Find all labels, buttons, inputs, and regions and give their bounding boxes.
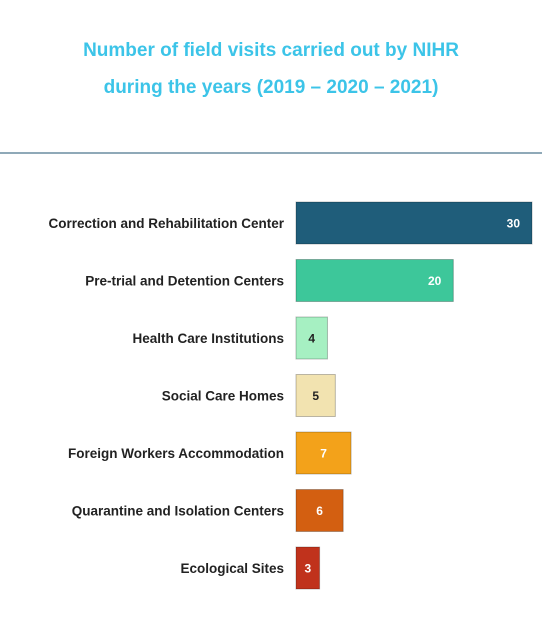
bar-pre-trial-and-detention-centers: [295, 259, 454, 302]
value-label-correction-and-rehabilitation-center: 30: [507, 217, 521, 231]
bar-row-pre-trial-and-detention-centers: Pre-trial and Detention Centers 20: [85, 259, 454, 302]
bar-row-ecological-sites: Ecological Sites 3: [180, 546, 321, 590]
title-divider: [0, 152, 542, 154]
category-label-health-care-institutions: Health Care Institutions: [132, 331, 284, 346]
bar-row-social-care-homes: Social Care Homes 5: [162, 374, 336, 417]
bar-correction-and-rehabilitation-center: [295, 201, 533, 245]
category-label-correction-and-rehabilitation-center: Correction and Rehabilitation Center: [48, 216, 284, 231]
value-label-health-care-institutions: 4: [308, 332, 315, 346]
category-label-foreign-workers-accommodation: Foreign Workers Accommodation: [68, 446, 284, 461]
bar-row-foreign-workers-accommodation: Foreign Workers Accommodation 7: [68, 431, 352, 475]
bar-row-quarantine-and-isolation-centers: Quarantine and Isolation Centers 6: [72, 489, 344, 532]
value-label-social-care-homes: 5: [312, 389, 319, 403]
category-label-social-care-homes: Social Care Homes: [162, 389, 284, 404]
chart-title: Number of field visits carried out by NI…: [0, 32, 542, 106]
value-label-ecological-sites: 3: [304, 562, 311, 576]
category-label-pre-trial-and-detention-centers: Pre-trial and Detention Centers: [85, 274, 284, 289]
value-label-foreign-workers-accommodation: 7: [320, 447, 327, 461]
value-label-quarantine-and-isolation-centers: 6: [316, 504, 323, 518]
bar-quarantine-and-isolation-centers: [295, 489, 344, 532]
bar-row-health-care-institutions: Health Care Institutions 4: [132, 316, 328, 360]
chart-title-line-1: Number of field visits carried out by NI…: [83, 40, 459, 61]
bar-ecological-sites: [295, 546, 321, 590]
value-label-pre-trial-and-detention-centers: 20: [428, 274, 442, 288]
category-label-ecological-sites: Ecological Sites: [180, 561, 284, 576]
bar-row-correction-and-rehabilitation-center: Correction and Rehabilitation Center 30: [48, 201, 533, 245]
bar-foreign-workers-accommodation: [295, 431, 352, 475]
category-label-quarantine-and-isolation-centers: Quarantine and Isolation Centers: [72, 504, 284, 519]
chart-title-line-2: during the years (2019 – 2020 – 2021): [103, 77, 439, 98]
bar-health-care-institutions: [295, 316, 328, 360]
bar-social-care-homes: [295, 374, 336, 417]
